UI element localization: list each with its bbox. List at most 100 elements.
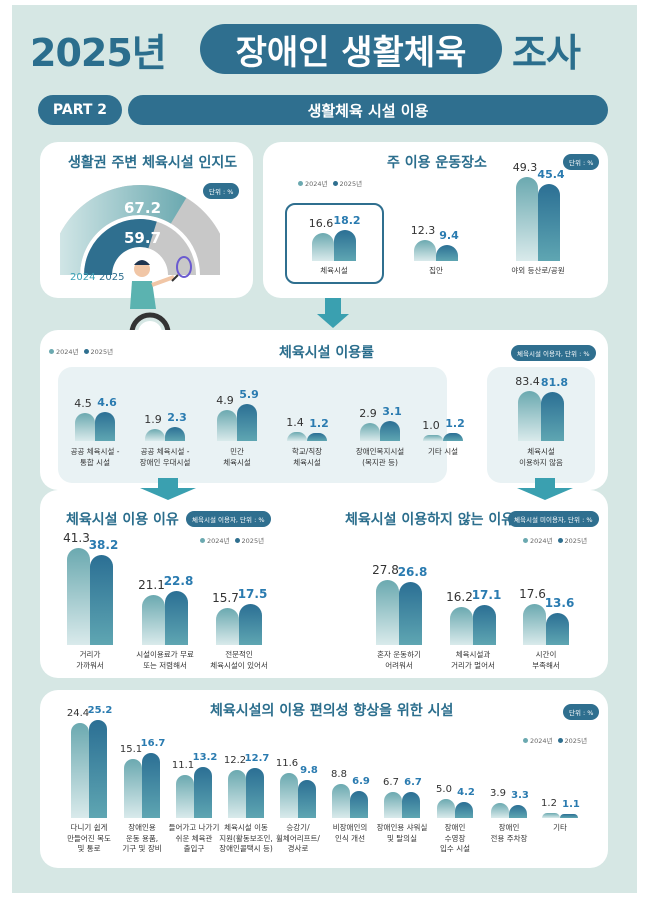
bar-2024 bbox=[523, 603, 546, 645]
value-label-2024: 1.4 bbox=[286, 416, 304, 430]
bar-2024 bbox=[287, 432, 307, 441]
legend-dot-2025 bbox=[557, 738, 563, 743]
bar-2025 bbox=[455, 801, 473, 818]
bar-2025 bbox=[436, 245, 458, 261]
bar-2025 bbox=[142, 752, 160, 818]
bar-2024 bbox=[360, 422, 380, 441]
value-label-2025: 1.2 bbox=[445, 417, 465, 431]
value-label-2024: 15.7 bbox=[212, 591, 239, 606]
bar-2025 bbox=[546, 613, 569, 645]
bar-2024 bbox=[124, 759, 142, 818]
bar-2024 bbox=[450, 606, 473, 645]
value-label-2025: 6.9 bbox=[352, 776, 370, 788]
bar-2025 bbox=[298, 779, 316, 818]
awareness-gauge bbox=[60, 184, 220, 275]
value-label-2025: 1.1 bbox=[562, 798, 580, 810]
value-label-2024: 16.2 bbox=[446, 589, 473, 604]
bar-2025 bbox=[95, 412, 115, 441]
bar-2025 bbox=[165, 591, 188, 645]
legend-2024: 2024년 bbox=[530, 537, 553, 545]
legend-2024: 2024년 bbox=[305, 180, 328, 188]
bar-2025 bbox=[509, 805, 527, 818]
main-place-title: 주 이용 운동장소 bbox=[387, 155, 487, 171]
bar-2024 bbox=[376, 579, 399, 645]
value-label-2025: 45.4 bbox=[537, 167, 565, 181]
bar-2024 bbox=[216, 608, 239, 645]
bar-2024 bbox=[228, 770, 246, 818]
legend-2025: 2025년 bbox=[241, 537, 265, 545]
value-label-2024: 41.3 bbox=[63, 530, 90, 545]
bar-2024 bbox=[312, 232, 334, 261]
category-label: 다니기 쉽게 만들어진 복도 및 통로 bbox=[67, 823, 111, 853]
legend-dot-2024 bbox=[49, 349, 54, 354]
gauge-value-2024: 67.2 bbox=[124, 199, 162, 217]
arrow-down-icon-head bbox=[140, 488, 196, 500]
reasons-nonuse-title: 체육시설 이용하지 않는 이유 bbox=[345, 512, 515, 528]
value-label-2025: 16.7 bbox=[140, 737, 166, 749]
gauge-year-2025: 2025 bbox=[99, 272, 125, 283]
value-label-2025: 17.5 bbox=[237, 586, 268, 601]
legend-2025: 2025년 bbox=[564, 737, 588, 745]
legend-2025: 2025년 bbox=[90, 348, 114, 356]
value-label-2024: 2.9 bbox=[359, 406, 377, 420]
convenience-title: 체육시설의 이용 편의성 향상을 위한 시설 bbox=[210, 703, 454, 719]
value-label-2024: 83.4 bbox=[515, 374, 540, 388]
unit-badge: 단위 : % bbox=[563, 704, 600, 720]
legend: 2024년 2025년 bbox=[44, 346, 113, 356]
bar-2025 bbox=[90, 555, 113, 645]
category-label: 승강기/ 휠체어리프트/ 경사로 bbox=[276, 823, 320, 853]
bar-2025 bbox=[334, 230, 356, 261]
unit-badge: 체육시설 이용자, 단위 : % bbox=[511, 345, 596, 361]
title-suffix: 조사 bbox=[512, 31, 581, 75]
category-label: 비장애인의 인식 개선 bbox=[332, 823, 368, 843]
value-label-2025: 2.3 bbox=[167, 410, 187, 424]
bar-2024 bbox=[176, 774, 194, 818]
value-label-2025: 17.1 bbox=[471, 587, 502, 602]
arrow-down-icon bbox=[535, 478, 555, 488]
bar-2025 bbox=[399, 582, 422, 645]
bar-2024 bbox=[414, 240, 436, 261]
gauge-value-2025: 59.7 bbox=[124, 229, 162, 247]
value-label-2025: 26.8 bbox=[397, 565, 428, 580]
legend-dot-2025 bbox=[557, 538, 563, 543]
arrow-down-icon-head bbox=[517, 488, 573, 500]
value-label-2025: 25.2 bbox=[87, 704, 113, 716]
value-label-2025: 22.8 bbox=[163, 574, 194, 589]
value-label-2024: 1.0 bbox=[422, 418, 440, 432]
value-label-2024: 15.1 bbox=[119, 744, 143, 756]
category-label: 시설이용료가 무료 또는 저렴해서 bbox=[136, 650, 194, 670]
reasons-use-title: 체육시설 이용 이유 bbox=[66, 512, 179, 528]
awareness-title: 생활권 주변 체육시설 인지도 bbox=[68, 155, 238, 171]
value-label-2025: 12.7 bbox=[244, 753, 270, 765]
value-label-2024: 11.6 bbox=[275, 757, 299, 769]
value-label-2024: 3.9 bbox=[490, 787, 506, 799]
category-label: 학교/직장 체육시설 bbox=[291, 447, 323, 467]
value-label-2025: 3.3 bbox=[511, 790, 529, 802]
bar-2025 bbox=[89, 719, 107, 818]
value-label-2025: 18.2 bbox=[333, 214, 361, 228]
category-label: 혼자 운동하기 어려워서 bbox=[377, 650, 421, 670]
gauge-arc-2025 bbox=[84, 219, 157, 275]
unit-badge: 단위 : % bbox=[563, 154, 600, 170]
category-label: 체육시설 이용하지 않음 bbox=[519, 447, 563, 467]
value-label-2025: 81.8 bbox=[540, 375, 569, 389]
category-label: 거리가 가까워서 bbox=[76, 650, 104, 670]
arrow-down-icon bbox=[325, 298, 341, 314]
value-label-2024: 12.3 bbox=[410, 224, 436, 238]
value-label-2025: 4.6 bbox=[97, 396, 117, 410]
bar-2024 bbox=[332, 783, 350, 818]
bar-2025 bbox=[239, 603, 262, 645]
bar-2024 bbox=[75, 412, 95, 441]
part-title: 생활체육 시설 이용 bbox=[128, 95, 608, 125]
legend-dot-2024 bbox=[200, 538, 205, 543]
title-year: 2025년 bbox=[30, 31, 167, 75]
bar-2024 bbox=[518, 390, 541, 441]
value-label-2024: 24.4 bbox=[66, 707, 90, 719]
bar-2024 bbox=[491, 802, 509, 818]
value-label-2025: 13.2 bbox=[192, 751, 218, 763]
category-label: 공공 체육시설 - 장애인 우대시설 bbox=[139, 447, 191, 467]
category-label: 전문적인 체육시설이 있어서 bbox=[210, 650, 268, 670]
bar-2025 bbox=[307, 433, 327, 441]
bar-2024 bbox=[516, 177, 538, 261]
bar-2025 bbox=[165, 426, 185, 441]
